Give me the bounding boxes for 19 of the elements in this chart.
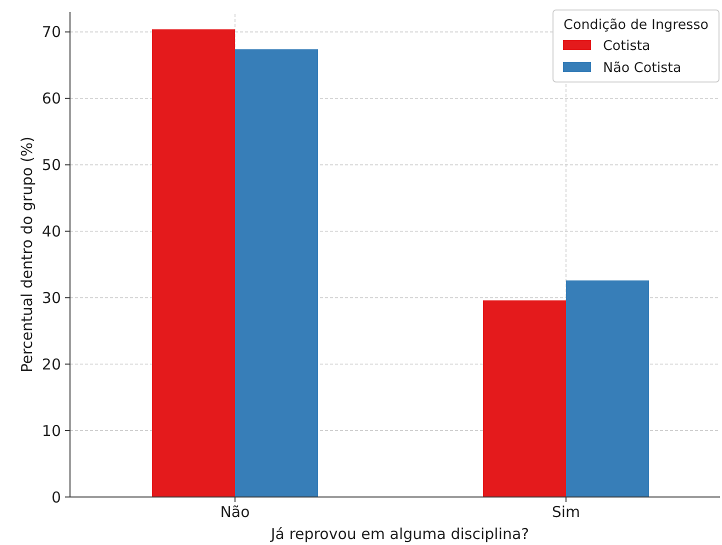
legend-label: Cotista xyxy=(603,38,650,54)
x-tick-label: Não xyxy=(220,503,250,521)
legend-title: Condição de Ingresso xyxy=(564,17,708,33)
legend-label: Não Cotista xyxy=(603,60,682,76)
bar xyxy=(483,300,566,497)
y-tick-label: 10 xyxy=(42,422,61,440)
y-axis-title: Percentual dentro do grupo (%) xyxy=(18,136,36,373)
x-tick-label: Sim xyxy=(552,503,580,521)
x-axis-title: Já reprovou em alguma disciplina? xyxy=(270,525,530,543)
bar xyxy=(566,280,649,497)
y-tick-label: 60 xyxy=(42,90,61,108)
bar xyxy=(152,29,235,497)
y-tick-label: 20 xyxy=(42,355,61,374)
y-tick-label: 50 xyxy=(42,156,61,174)
y-tick-label: 30 xyxy=(42,288,61,307)
y-tick-label: 0 xyxy=(51,488,61,506)
y-tick-label: 70 xyxy=(42,23,61,42)
bar xyxy=(235,49,318,497)
y-tick-label: 40 xyxy=(42,222,61,240)
